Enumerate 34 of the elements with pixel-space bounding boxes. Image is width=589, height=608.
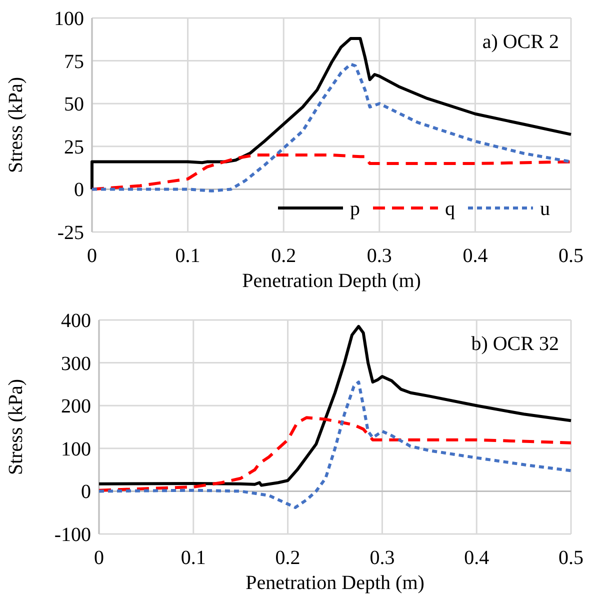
y-tick-label: 0 xyxy=(74,179,84,202)
x-tick-label: 0.2 xyxy=(275,547,300,569)
legend-label: u xyxy=(540,198,550,220)
y-tick-label: 50 xyxy=(64,94,84,116)
y-tick-label: -100 xyxy=(54,524,91,546)
y-tick-label: 100 xyxy=(54,8,84,30)
y-tick-label: -25 xyxy=(57,222,84,244)
legend-label: q xyxy=(445,198,455,220)
x-tick-label: 0.2 xyxy=(271,245,296,267)
y-axis-title: Stress (kPa) xyxy=(5,378,27,476)
x-tick-label: 0.3 xyxy=(370,547,395,569)
line-series xyxy=(98,324,572,487)
y-tick-label: 0 xyxy=(81,481,91,504)
y-tick-label: 100 xyxy=(61,438,91,460)
y-tick-label: 400 xyxy=(61,310,91,332)
y-axis-title: Stress (kPa) xyxy=(5,76,27,174)
x-tick-label: 0.1 xyxy=(175,245,200,267)
legend-label: p xyxy=(350,198,360,220)
x-axis-title: Penetration Depth (m) xyxy=(242,270,421,292)
annotation: a) OCR 2 xyxy=(482,31,559,53)
x-tick-label: 0.4 xyxy=(464,547,490,569)
line-series xyxy=(98,380,572,509)
y-tick-label: 300 xyxy=(61,352,91,375)
x-tick-label: 0.3 xyxy=(366,245,392,267)
y-tick-label: 25 xyxy=(64,136,84,158)
y-tick-label: 200 xyxy=(61,396,91,418)
annotation: b) OCR 32 xyxy=(471,333,559,355)
x-axis-title: Penetration Depth (m) xyxy=(246,572,424,594)
y-tick-label: 75 xyxy=(64,50,84,73)
x-tick-label: 0.1 xyxy=(180,547,206,569)
x-tick-label: 0.5 xyxy=(558,245,584,267)
line-series xyxy=(98,416,572,492)
x-tick-label: 0.4 xyxy=(462,245,488,267)
x-tick-label: 0.5 xyxy=(558,547,584,569)
